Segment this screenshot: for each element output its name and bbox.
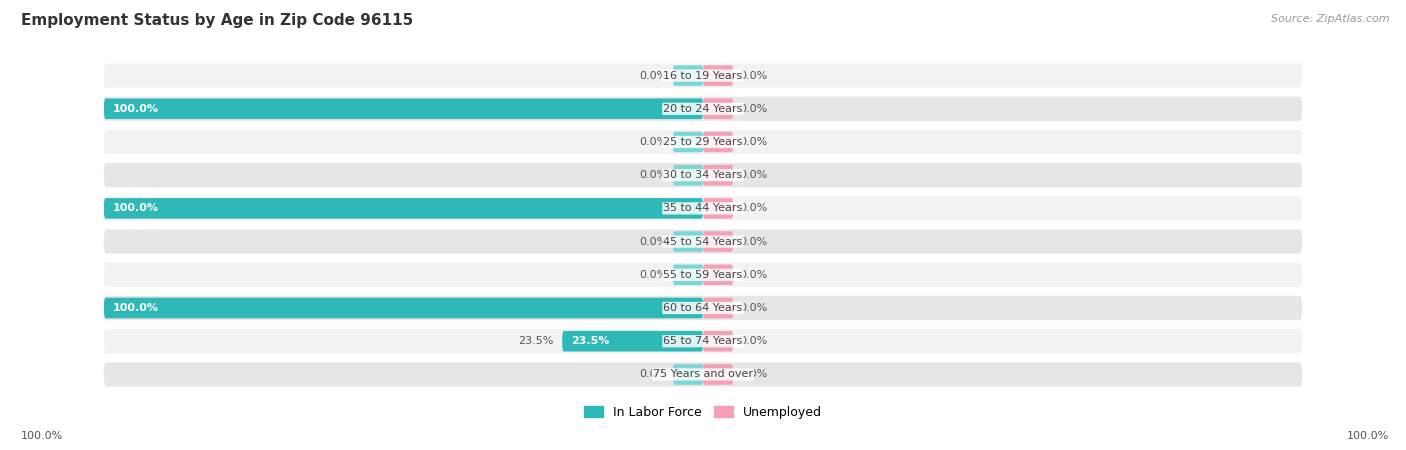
FancyBboxPatch shape <box>104 298 703 318</box>
Text: 30 to 34 Years: 30 to 34 Years <box>664 170 742 180</box>
FancyBboxPatch shape <box>703 298 733 318</box>
FancyBboxPatch shape <box>104 63 1302 88</box>
FancyBboxPatch shape <box>673 132 703 152</box>
FancyBboxPatch shape <box>104 230 1302 254</box>
Text: 75 Years and over: 75 Years and over <box>652 369 754 379</box>
Text: 23.5%: 23.5% <box>517 336 553 346</box>
Text: 100.0%: 100.0% <box>112 203 159 213</box>
Text: 60 to 64 Years: 60 to 64 Years <box>664 303 742 313</box>
Text: 0.0%: 0.0% <box>740 270 768 280</box>
Text: 0.0%: 0.0% <box>638 369 666 379</box>
Text: 0.0%: 0.0% <box>740 170 768 180</box>
Text: Employment Status by Age in Zip Code 96115: Employment Status by Age in Zip Code 961… <box>21 14 413 28</box>
FancyBboxPatch shape <box>673 231 703 252</box>
FancyBboxPatch shape <box>703 364 733 385</box>
FancyBboxPatch shape <box>703 132 733 152</box>
FancyBboxPatch shape <box>673 65 703 86</box>
Text: 55 to 59 Years: 55 to 59 Years <box>664 270 742 280</box>
FancyBboxPatch shape <box>703 265 733 285</box>
FancyBboxPatch shape <box>703 231 733 252</box>
FancyBboxPatch shape <box>673 364 703 385</box>
Text: 0.0%: 0.0% <box>740 369 768 379</box>
Text: 0.0%: 0.0% <box>740 237 768 247</box>
FancyBboxPatch shape <box>703 99 733 119</box>
FancyBboxPatch shape <box>703 331 733 351</box>
Text: 0.0%: 0.0% <box>638 137 666 147</box>
Text: 45 to 54 Years: 45 to 54 Years <box>664 237 742 247</box>
FancyBboxPatch shape <box>104 196 1302 220</box>
FancyBboxPatch shape <box>703 65 733 86</box>
Text: 0.0%: 0.0% <box>740 303 768 313</box>
Text: 16 to 19 Years: 16 to 19 Years <box>664 71 742 81</box>
FancyBboxPatch shape <box>104 99 703 119</box>
Text: 0.0%: 0.0% <box>740 137 768 147</box>
FancyBboxPatch shape <box>104 198 703 219</box>
Text: 0.0%: 0.0% <box>638 71 666 81</box>
FancyBboxPatch shape <box>104 296 1302 320</box>
FancyBboxPatch shape <box>673 265 703 285</box>
FancyBboxPatch shape <box>104 97 1302 121</box>
Text: 100.0%: 100.0% <box>21 431 63 441</box>
Text: 100.0%: 100.0% <box>1347 431 1389 441</box>
FancyBboxPatch shape <box>562 331 703 351</box>
FancyBboxPatch shape <box>673 165 703 185</box>
Text: 0.0%: 0.0% <box>638 237 666 247</box>
Text: 20 to 24 Years: 20 to 24 Years <box>664 104 742 114</box>
FancyBboxPatch shape <box>104 163 1302 187</box>
Text: 100.0%: 100.0% <box>112 303 159 313</box>
Text: 0.0%: 0.0% <box>638 170 666 180</box>
Text: 100.0%: 100.0% <box>112 104 159 114</box>
Text: 35 to 44 Years: 35 to 44 Years <box>664 203 742 213</box>
Text: 0.0%: 0.0% <box>740 104 768 114</box>
Text: 0.0%: 0.0% <box>740 203 768 213</box>
FancyBboxPatch shape <box>104 362 1302 387</box>
Legend: In Labor Force, Unemployed: In Labor Force, Unemployed <box>579 401 827 424</box>
FancyBboxPatch shape <box>104 329 1302 353</box>
FancyBboxPatch shape <box>104 130 1302 154</box>
Text: Source: ZipAtlas.com: Source: ZipAtlas.com <box>1271 14 1389 23</box>
Text: 0.0%: 0.0% <box>740 71 768 81</box>
Text: 65 to 74 Years: 65 to 74 Years <box>664 336 742 346</box>
FancyBboxPatch shape <box>703 165 733 185</box>
Text: 0.0%: 0.0% <box>638 270 666 280</box>
Text: 23.5%: 23.5% <box>571 336 610 346</box>
Text: 0.0%: 0.0% <box>740 336 768 346</box>
FancyBboxPatch shape <box>703 198 733 219</box>
Text: 25 to 29 Years: 25 to 29 Years <box>664 137 742 147</box>
FancyBboxPatch shape <box>104 263 1302 287</box>
